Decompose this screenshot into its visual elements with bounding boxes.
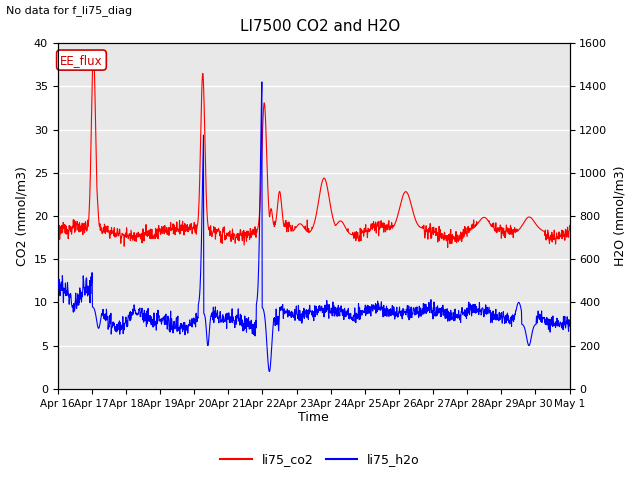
Text: LI7500 CO2 and H2O: LI7500 CO2 and H2O	[240, 19, 400, 34]
Y-axis label: CO2 (mmol/m3): CO2 (mmol/m3)	[15, 166, 28, 266]
Text: EE_flux: EE_flux	[60, 54, 103, 67]
X-axis label: Time: Time	[298, 411, 329, 424]
Text: No data for f_li75_diag: No data for f_li75_diag	[6, 5, 132, 16]
Legend: li75_co2, li75_h2o: li75_co2, li75_h2o	[215, 448, 425, 471]
Y-axis label: H2O (mmol/m3): H2O (mmol/m3)	[613, 166, 626, 266]
